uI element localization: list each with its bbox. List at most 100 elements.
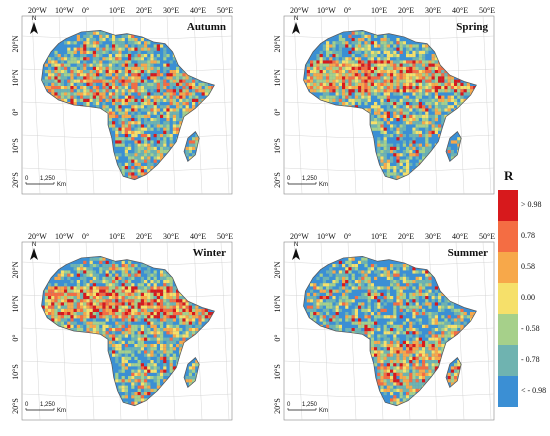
lat-label: 0° <box>11 108 20 115</box>
lon-label: 50°E <box>479 6 495 15</box>
lon-label: 0° <box>82 232 89 241</box>
north-arrow-icon <box>30 22 38 34</box>
map-svg: 20°W 10°W 0° 10°E 20°E 30°E 40°E 50°E 20°N 10°N 0°… <box>11 232 233 421</box>
lat-label: 10°S <box>273 138 282 154</box>
lon-label: 10°W <box>317 232 336 241</box>
lat-label: 20°N <box>11 35 20 52</box>
correlation-raster <box>41 257 215 406</box>
north-label: N <box>294 16 298 22</box>
map-panel-winter: 20°W 10°W 0° 10°E 20°E 30°E 40°E 50°E 20°N 10°N 0°… <box>0 228 255 433</box>
lon-label: 30°E <box>163 6 179 15</box>
legend-swatch <box>498 376 518 407</box>
scale-zero: 0 <box>287 402 291 408</box>
lat-label: 10°S <box>11 138 20 154</box>
lon-label: 20°W <box>28 6 47 15</box>
correlation-raster <box>306 257 477 405</box>
scale-zero: 0 <box>25 402 29 408</box>
lon-label: 10°W <box>55 6 74 15</box>
lat-label: 20°S <box>273 398 282 414</box>
season-title: Winter <box>193 247 227 259</box>
season-title: Autumn <box>187 21 226 33</box>
lon-label: 30°E <box>425 232 441 241</box>
legend-title: R <box>504 168 514 183</box>
lon-label: 20°W <box>290 6 309 15</box>
scale-zero: 0 <box>287 176 291 182</box>
legend-swatch <box>498 314 518 345</box>
legend: R > 0.98 0.78 0.58 0.00 - 0.58 - 0.78 < - 0.98 <box>496 168 550 418</box>
lat-label: 10°N <box>273 295 282 312</box>
scale-value: 1,250 <box>302 402 318 408</box>
lon-label: 50°E <box>217 6 233 15</box>
north-arrow-icon <box>30 248 38 260</box>
lat-label: 10°N <box>11 69 20 86</box>
lon-label: 20°E <box>136 6 152 15</box>
lat-label: 0° <box>11 334 20 341</box>
legend-label: 0.78 <box>521 231 535 240</box>
season-title: Summer <box>448 247 488 259</box>
scale-zero: 0 <box>25 176 29 182</box>
north-label: N <box>32 242 36 248</box>
lon-label: 40°E <box>452 232 468 241</box>
lon-label: 10°E <box>109 232 125 241</box>
lon-label: 40°E <box>190 232 206 241</box>
lon-label: 20°E <box>398 6 414 15</box>
lat-label: 20°S <box>273 172 282 188</box>
map-panel-spring: 20°W 10°W 0° 10°E 20°E 30°E 40°E 50°E 20°N 10°N 0°… <box>262 2 517 207</box>
lat-label: 20°S <box>11 398 20 414</box>
map-panel-autumn: 20°W 10°W 0° 10°E 20°E 30°E 40°E 50°E 20°N 10°N 0°… <box>0 2 255 207</box>
lon-label: 20°W <box>290 232 309 241</box>
legend-label: 0.00 <box>521 293 535 302</box>
lon-label: 0° <box>344 6 351 15</box>
scale-value: 1,250 <box>40 176 56 182</box>
lon-label: 20°W <box>28 232 47 241</box>
map-panel-summer: 20°W 10°W 0° 10°E 20°E 30°E 40°E 50°E 20°N 10°N 0°… <box>262 228 517 433</box>
lon-label: 10°E <box>371 6 387 15</box>
lat-label: 10°N <box>273 69 282 86</box>
season-title: Spring <box>456 21 488 33</box>
lat-label: 20°N <box>273 261 282 278</box>
lon-label: 30°E <box>425 6 441 15</box>
map-svg: 20°W 10°W 0° 10°E 20°E 30°E 40°E 50°E 20°N 10°N 0°… <box>11 6 233 195</box>
lat-label: 0° <box>273 334 282 341</box>
legend-swatch <box>498 345 518 376</box>
scale-value: 1,250 <box>302 176 318 182</box>
lon-label: 30°E <box>163 232 179 241</box>
legend-label: - 0.58 <box>521 324 540 333</box>
lat-label: 20°S <box>11 172 20 188</box>
lat-label: 10°S <box>11 364 20 380</box>
lat-label: 20°N <box>11 261 20 278</box>
north-label: N <box>294 242 298 248</box>
legend-swatch <box>498 283 518 314</box>
legend-swatch <box>498 190 518 221</box>
map-svg: 20°W 10°W 0° 10°E 20°E 30°E 40°E 50°E 20°N 10°N 0°… <box>273 232 495 421</box>
north-label: N <box>32 16 36 22</box>
scale-unit: Km <box>319 408 328 414</box>
lon-label: 50°E <box>217 232 233 241</box>
scale-unit: Km <box>319 182 328 188</box>
map-svg: 20°W 10°W 0° 10°E 20°E 30°E 40°E 50°E 20°N 10°N 0°… <box>273 6 495 195</box>
lat-label: 0° <box>273 108 282 115</box>
legend-label: > 0.98 <box>521 200 542 209</box>
lon-label: 10°E <box>109 6 125 15</box>
lat-label: 20°N <box>273 35 282 52</box>
lon-label: 10°W <box>55 232 74 241</box>
lon-label: 10°E <box>371 232 387 241</box>
north-arrow-icon <box>292 22 300 34</box>
lon-label: 20°E <box>136 232 152 241</box>
legend-label: - 0.78 <box>521 355 540 364</box>
legend-swatch <box>498 252 518 283</box>
lon-label: 10°W <box>317 6 336 15</box>
lon-label: 50°E <box>479 232 495 241</box>
lon-label: 40°E <box>190 6 206 15</box>
lon-label: 20°E <box>398 232 414 241</box>
scale-unit: Km <box>57 182 66 188</box>
legend-swatch <box>498 221 518 252</box>
legend-label: < - 0.98 <box>521 386 547 395</box>
lon-label: 0° <box>82 6 89 15</box>
north-arrow-icon <box>292 248 300 260</box>
lon-label: 40°E <box>452 6 468 15</box>
lon-label: 0° <box>344 232 351 241</box>
scale-unit: Km <box>57 408 66 414</box>
lat-label: 10°N <box>11 295 20 312</box>
legend-label: 0.58 <box>521 262 535 271</box>
